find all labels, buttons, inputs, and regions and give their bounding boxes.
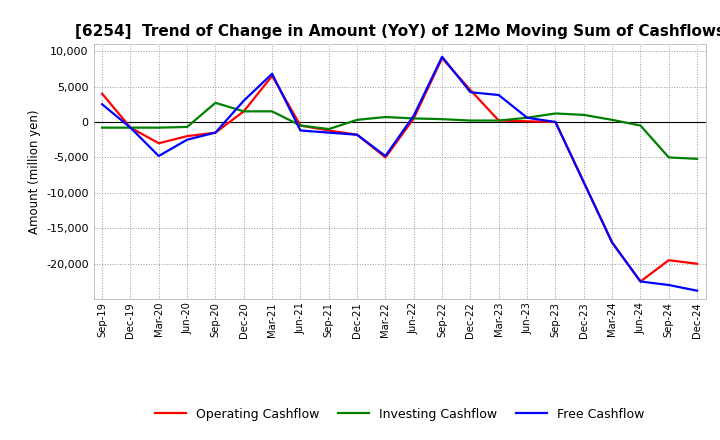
Free Cashflow [381,154,390,159]
Investing Cashflow [580,112,588,117]
Free Cashflow [410,113,418,118]
Operating Cashflow [240,109,248,114]
Free Cashflow [665,282,673,288]
Free Cashflow [183,137,192,143]
Operating Cashflow [353,132,361,137]
Investing Cashflow [495,118,503,123]
Investing Cashflow [381,114,390,120]
Investing Cashflow [466,118,474,123]
Investing Cashflow [296,123,305,128]
Operating Cashflow [608,240,616,245]
Free Cashflow [580,180,588,185]
Operating Cashflow [183,133,192,139]
Investing Cashflow [126,125,135,130]
Operating Cashflow [155,141,163,146]
Investing Cashflow [325,126,333,132]
Free Cashflow [98,102,107,107]
Operating Cashflow [693,261,701,266]
Operating Cashflow [636,279,644,284]
Free Cashflow [353,132,361,137]
Investing Cashflow [665,155,673,160]
Free Cashflow [495,92,503,98]
Free Cashflow [608,240,616,245]
Operating Cashflow [551,119,559,125]
Free Cashflow [438,54,446,59]
Investing Cashflow [551,111,559,116]
Operating Cashflow [438,55,446,61]
Operating Cashflow [381,155,390,160]
Investing Cashflow [211,100,220,106]
Free Cashflow [551,119,559,125]
Free Cashflow [466,90,474,95]
Operating Cashflow [126,125,135,130]
Y-axis label: Amount (million yen): Amount (million yen) [27,110,40,234]
Investing Cashflow [240,109,248,114]
Investing Cashflow [438,117,446,122]
Investing Cashflow [155,125,163,130]
Line: Free Cashflow: Free Cashflow [102,57,697,291]
Operating Cashflow [410,116,418,121]
Free Cashflow [325,130,333,135]
Free Cashflow [240,98,248,103]
Free Cashflow [268,71,276,77]
Title: [6254]  Trend of Change in Amount (YoY) of 12Mo Moving Sum of Cashflows: [6254] Trend of Change in Amount (YoY) o… [75,24,720,39]
Free Cashflow [523,115,531,121]
Line: Investing Cashflow: Investing Cashflow [102,103,697,159]
Operating Cashflow [523,119,531,124]
Investing Cashflow [98,125,107,130]
Operating Cashflow [580,180,588,185]
Legend: Operating Cashflow, Investing Cashflow, Free Cashflow: Operating Cashflow, Investing Cashflow, … [150,403,649,425]
Operating Cashflow [211,130,220,135]
Investing Cashflow [268,109,276,114]
Free Cashflow [126,125,135,130]
Free Cashflow [211,130,220,135]
Free Cashflow [155,154,163,159]
Free Cashflow [636,279,644,284]
Operating Cashflow [296,123,305,128]
Investing Cashflow [183,124,192,129]
Investing Cashflow [353,117,361,122]
Operating Cashflow [466,88,474,93]
Free Cashflow [296,128,305,133]
Investing Cashflow [636,123,644,128]
Operating Cashflow [325,128,333,133]
Line: Operating Cashflow: Operating Cashflow [102,58,697,282]
Operating Cashflow [268,73,276,78]
Investing Cashflow [608,117,616,122]
Operating Cashflow [665,257,673,263]
Investing Cashflow [410,116,418,121]
Operating Cashflow [98,91,107,96]
Investing Cashflow [523,115,531,121]
Free Cashflow [693,288,701,293]
Operating Cashflow [495,118,503,123]
Investing Cashflow [693,156,701,161]
